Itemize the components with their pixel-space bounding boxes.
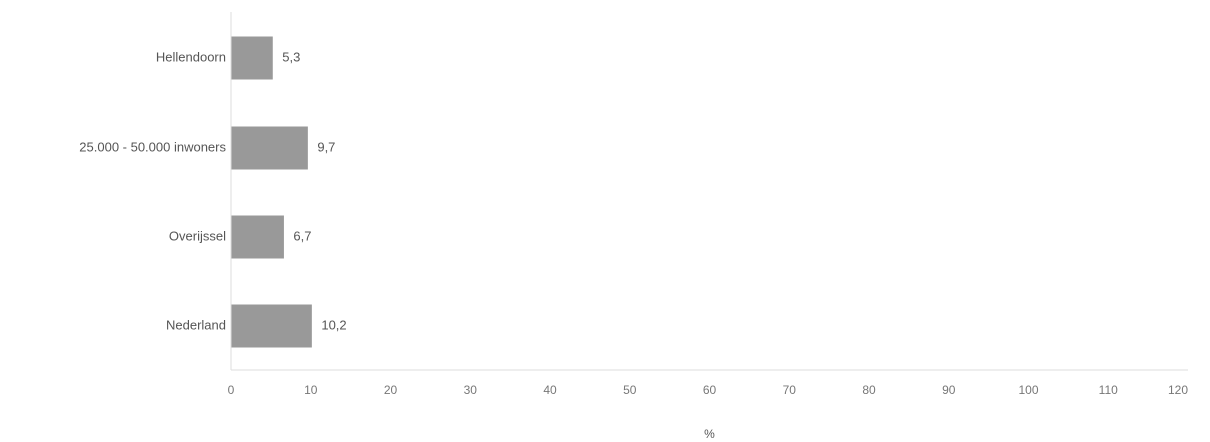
- category-label: 25.000 - 50.000 inwoners: [79, 139, 226, 154]
- x-tick-labels: 0 10 20 30 40 50 60 70 80 90 100 110 120: [228, 383, 1189, 397]
- x-tick-label: 60: [703, 383, 717, 397]
- x-axis-title: %: [704, 427, 715, 441]
- x-tick-label: 50: [623, 383, 637, 397]
- category-label: Hellendoorn: [156, 49, 226, 64]
- value-label: 6,7: [293, 228, 311, 243]
- x-tick-label: 80: [862, 383, 876, 397]
- value-label: 5,3: [282, 49, 300, 64]
- category-labels: Hellendoorn 25.000 - 50.000 inwoners Overi…: [79, 49, 226, 332]
- x-tick-label: 70: [783, 383, 797, 397]
- bar: [230, 214, 285, 260]
- x-tick-label: 100: [1018, 383, 1038, 397]
- category-label: Overijssel: [169, 228, 226, 243]
- value-label: 9,7: [317, 139, 335, 154]
- value-label: 10,2: [321, 317, 346, 332]
- x-tick-label: 120: [1168, 383, 1188, 397]
- bars-group: [230, 35, 313, 349]
- x-tick-label: 0: [228, 383, 235, 397]
- x-tick-label: 10: [304, 383, 318, 397]
- bar: [230, 125, 309, 171]
- category-label: Nederland: [166, 317, 226, 332]
- value-labels: 5,3 9,7 6,7 10,2: [282, 49, 346, 332]
- bar: [230, 35, 274, 81]
- x-tick-label: 40: [543, 383, 557, 397]
- x-tick-label: 90: [942, 383, 956, 397]
- bar: [230, 303, 313, 349]
- x-tick-label: 110: [1099, 383, 1118, 397]
- x-tick-label: 20: [384, 383, 398, 397]
- x-tick-label: 30: [464, 383, 478, 397]
